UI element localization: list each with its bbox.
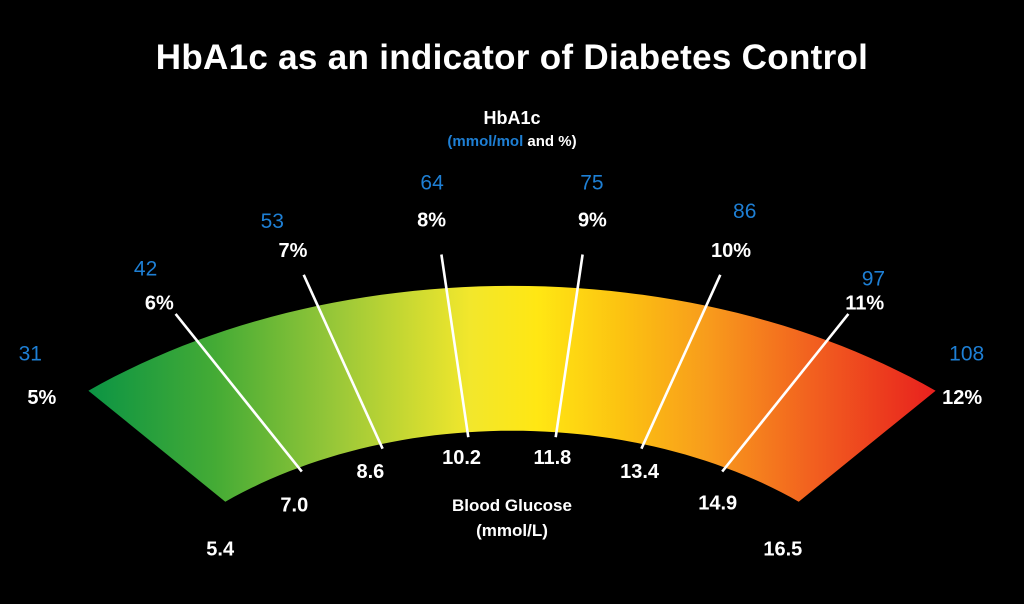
inner-axis-name: Blood Glucose [452,496,572,515]
glucose-value-label: 5.4 [206,539,235,561]
tick-line [440,254,470,438]
hba1c-percent-label: 7% [279,240,308,262]
hba1c-percent-label: 12% [942,387,982,409]
hba1c-mmolmol-label: 53 [261,210,284,233]
tick-line [640,274,722,450]
tick-line [721,313,850,473]
tick-line [302,274,384,450]
hba1c-mmolmol-label: 86 [733,200,756,223]
inner-axis-label-block: Blood Glucose (mmol/L) [0,494,1024,543]
hba1c-percent-label: 9% [578,210,607,232]
hba1c-mmolmol-label: 97 [862,268,885,291]
top-axis-units: (mmol/mol and %) [0,133,1024,150]
hba1c-mmolmol-label: 64 [420,172,444,195]
top-axis-units-mmolmol: (mmol/mol [447,133,524,150]
glucose-value-label: 14.9 [698,493,737,515]
glucose-value-label: 13.4 [620,461,660,483]
hba1c-percent-label: 5% [27,387,56,409]
hba1c-mmolmol-label: 75 [580,172,603,195]
glucose-value-label: 16.5 [763,539,802,561]
top-axis-units-percent: and %) [523,133,577,150]
tick-line [554,254,584,438]
hba1c-percent-label: 10% [711,240,751,262]
top-axis-name: HbA1c [483,108,541,128]
gauge-band [88,285,936,502]
tick-line [174,313,303,473]
inner-axis-units: (mmol/L) [476,520,548,540]
glucose-value-label: 10.2 [442,447,481,469]
hba1c-percent-label: 8% [417,210,446,232]
hba1c-mmolmol-label: 108 [949,343,984,366]
glucose-value-label: 8.6 [356,461,384,483]
hba1c-mmolmol-label: 31 [19,343,42,366]
hba1c-percent-label: 6% [145,293,174,315]
top-axis-label-block: HbA1c (mmol/mol and %) [0,108,1024,150]
chart-title: HbA1c as an indicator of Diabetes Contro… [155,38,869,77]
glucose-value-label: 7.0 [280,495,308,517]
glucose-value-label: 11.8 [533,447,571,469]
hba1c-percent-label: 11% [845,293,884,315]
hba1c-mmolmol-label: 42 [134,258,157,281]
